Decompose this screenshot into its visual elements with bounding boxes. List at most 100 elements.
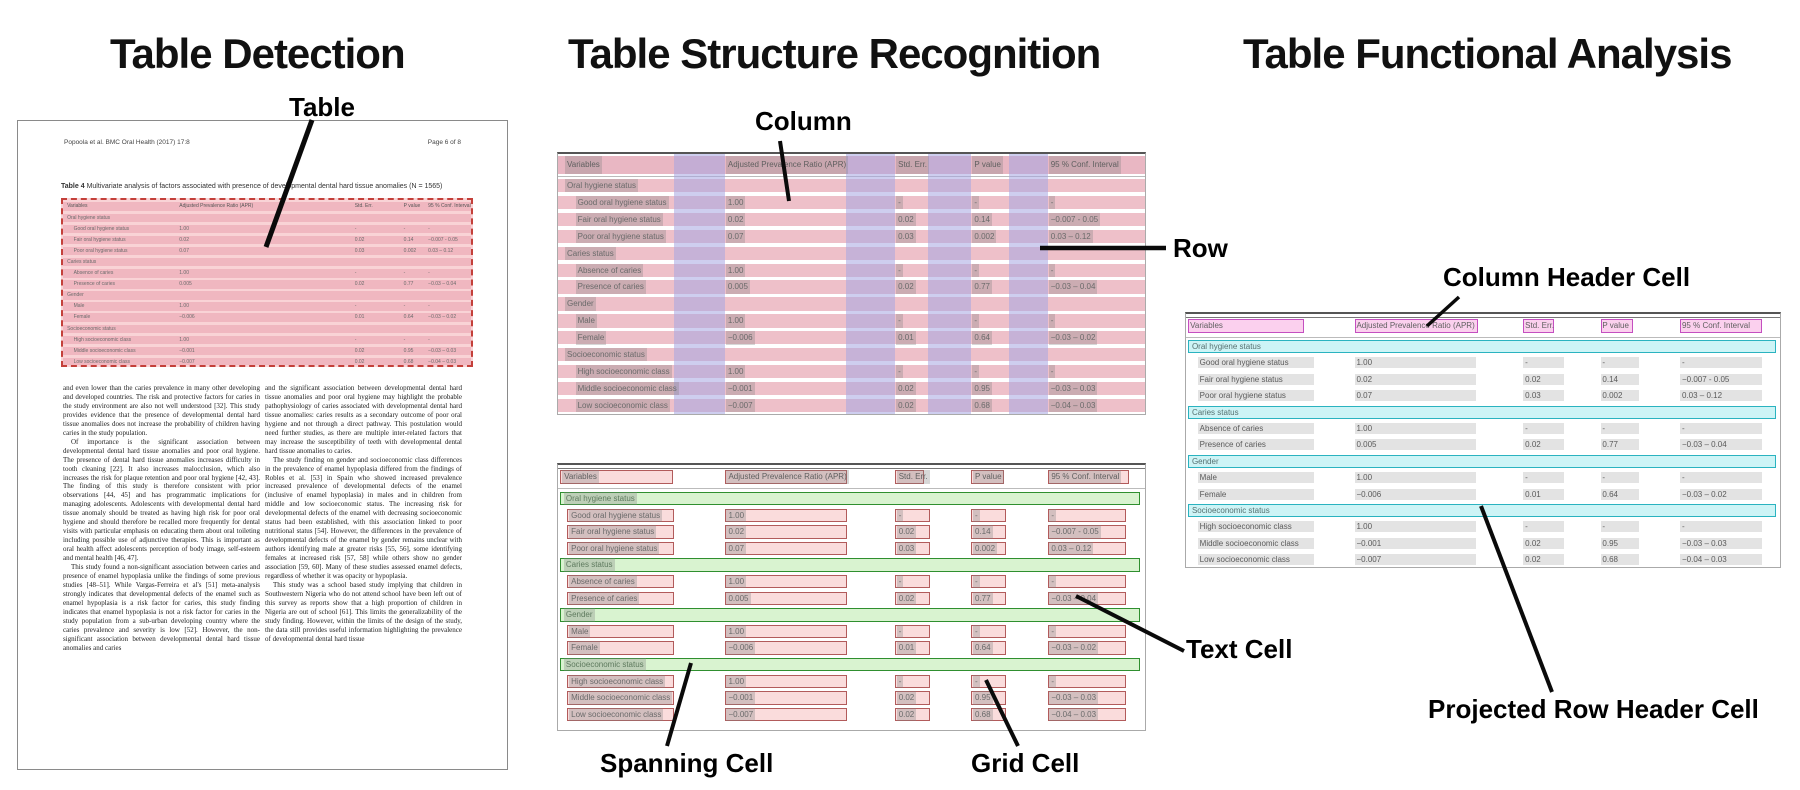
section-row — [63, 291, 471, 300]
cell-text: −0.03 – 0.03 — [1048, 381, 1098, 396]
cell-text: 1.00 — [179, 303, 189, 310]
spanning-cell-text: Socioeconomic status — [563, 658, 646, 672]
grid-cell — [894, 525, 931, 539]
text-cell: 0.03 — [896, 541, 917, 556]
grid-cell — [567, 641, 675, 655]
column-band — [1008, 154, 1048, 414]
cell-text: - — [972, 263, 980, 277]
cell-text: Good oral hygiene status — [73, 225, 130, 232]
projected-row-header-text: Gender — [1191, 456, 1219, 466]
cell-text: - — [896, 263, 903, 277]
text-cell: - — [973, 624, 980, 639]
cell-text: 1.00 — [725, 364, 746, 379]
header-cell: Variables — [67, 203, 88, 209]
cell-text: 0.95 — [403, 347, 414, 354]
body-paragraph: The study finding on gender and socioeco… — [265, 455, 462, 581]
panel-title-table-detection: Table Detection — [110, 30, 406, 77]
cell-text: 0.14 — [403, 236, 414, 243]
cell-text: Presence of caries — [1199, 440, 1266, 450]
value-bar — [1197, 488, 1314, 500]
cell-text: 0.03 — [896, 229, 916, 244]
text-cell: 0.002 — [973, 541, 998, 556]
header-cell: Std. Err. — [354, 203, 373, 209]
value-bar — [1680, 390, 1763, 402]
grid-cell — [894, 691, 931, 705]
grid-cell-header — [1047, 470, 1129, 484]
text-cell: Male — [569, 624, 591, 639]
column-header-text: Adjusted Prevalence Ratio (APR) — [1356, 321, 1475, 330]
value-bar — [1680, 472, 1763, 484]
grid-cell — [971, 591, 1007, 605]
cell-text: 0.002 — [1602, 391, 1623, 401]
value-bar — [1197, 373, 1314, 385]
cell-text: 1.00 — [179, 225, 189, 232]
cell-text: - — [1048, 364, 1056, 379]
value-bar — [1600, 472, 1639, 484]
text-cell: 0.03 – 0.12 — [1049, 541, 1094, 556]
cell-text: Female — [575, 331, 607, 345]
cell-text: High socioeconomic class — [575, 364, 672, 379]
grid-cell-header — [894, 470, 925, 484]
cell-text: 0.002 — [972, 229, 997, 244]
grid-cell — [971, 508, 1007, 522]
cell-text: 1.00 — [1356, 522, 1373, 532]
grid-cell-header — [971, 470, 1005, 484]
cell-text: Low socioeconomic class — [73, 358, 131, 365]
grid-cell-header — [560, 470, 674, 484]
value-bar — [1600, 390, 1639, 402]
section-label: Oral hygiene status — [67, 214, 111, 221]
body-paragraph: This study was a school based study impl… — [265, 580, 462, 643]
table-row — [63, 346, 471, 356]
section-row — [63, 324, 471, 334]
cell-text: −0.007 — [725, 398, 755, 413]
cell-text: 0.64 — [972, 331, 992, 345]
grid-cell — [1047, 575, 1127, 589]
cell-text: - — [354, 336, 357, 343]
cell-text: - — [1681, 424, 1685, 433]
cell-text: 0.02 — [896, 212, 916, 227]
text-cell: - — [896, 508, 904, 522]
text-cell: 0.64 — [973, 641, 993, 655]
cell-text: 0.02 — [354, 347, 365, 354]
cell-text: - — [1525, 424, 1528, 433]
spanning-cell — [560, 608, 1141, 622]
cell-text: - — [972, 314, 980, 328]
value-bar — [1600, 357, 1639, 369]
cell-text: - — [1525, 522, 1528, 532]
cell-text: 0.02 — [725, 212, 746, 227]
grid-cell — [971, 541, 1007, 556]
projected-row-header-text: Caries status — [1191, 407, 1239, 417]
value-bar — [1523, 521, 1564, 533]
detected-table-region: Variables Adjusted Prevalence Ratio (APR)… — [61, 198, 473, 367]
table-caption: Table 4 Multivariate analysis of factors… — [61, 183, 487, 190]
value-bar — [1197, 537, 1314, 549]
cell-text: −0.007 - 0.05 — [1681, 374, 1730, 384]
cell-text: 1.00 — [1356, 358, 1373, 368]
cell-text: Poor oral hygiene status — [73, 247, 128, 254]
cell-text: Fair oral hygiene status — [1199, 374, 1283, 384]
text-cell: 1.00 — [726, 624, 747, 639]
cell-text: 1.00 — [179, 336, 189, 343]
grid-cell — [1047, 707, 1127, 722]
cell-text: 1.00 — [725, 263, 746, 277]
cell-text: 0.02 — [354, 358, 365, 365]
projected-row-header-cell — [1187, 504, 1777, 518]
grid-cell — [567, 525, 675, 539]
grid-cell — [724, 525, 847, 539]
cell-text: −0.007 — [1356, 555, 1382, 565]
cell-text: - — [1681, 473, 1685, 483]
column-header-text: Variables — [1190, 321, 1223, 330]
text-cell: High socioeconomic class — [569, 674, 666, 688]
cell-text: 0.005 — [1356, 440, 1377, 450]
value-bar — [1197, 472, 1314, 484]
cell-text: - — [428, 225, 430, 232]
text-cell: - — [973, 508, 980, 522]
text-cell: Fair oral hygiene status — [569, 525, 657, 539]
cell-text: 0.07 — [179, 247, 189, 254]
text-cell: 0.68 — [973, 707, 993, 722]
text-cell: −0.007 — [726, 707, 756, 722]
text-cell: - — [973, 575, 980, 589]
text-cell: - — [896, 624, 904, 639]
text-cell: Absence of caries — [569, 575, 637, 589]
value-bar — [1354, 439, 1476, 451]
